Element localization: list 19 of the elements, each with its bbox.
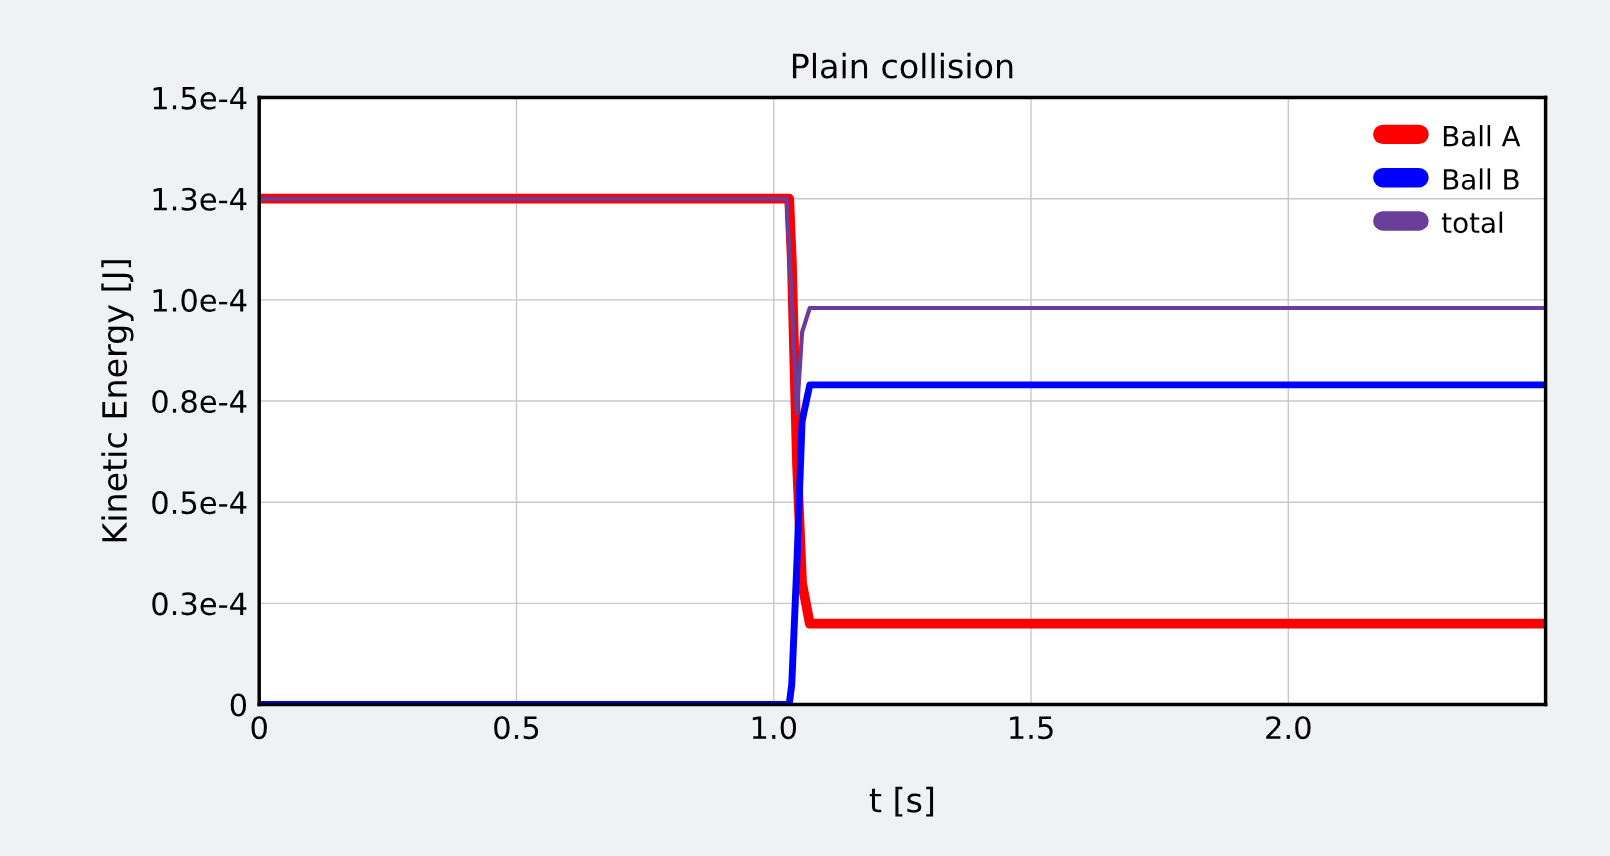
legend-label: Ball A bbox=[1443, 125, 1521, 147]
y-tick-label: 1.3e-4 bbox=[153, 187, 247, 211]
y-tick-label: 1.0e-4 bbox=[153, 288, 247, 312]
x-tick-label: 0.5 bbox=[494, 716, 539, 740]
chart-title: Plain collision bbox=[792, 52, 1013, 79]
y-axis-title: Kinetic Energy [J] bbox=[101, 260, 134, 542]
y-tick-label: 0 bbox=[230, 693, 247, 717]
legend-label: total bbox=[1441, 211, 1503, 234]
x-tick-label: 1.0 bbox=[752, 716, 797, 740]
y-tick-label: 1.5e-4 bbox=[153, 86, 247, 110]
x-axis-title: t [s] bbox=[869, 786, 934, 817]
line-series bbox=[259, 196, 1546, 416]
legend-label: Ball B bbox=[1443, 168, 1519, 190]
y-tick-label: 0.3e-4 bbox=[152, 592, 247, 616]
x-tick-label: 2.0 bbox=[1266, 716, 1311, 740]
x-tick-label: 0 bbox=[251, 716, 267, 740]
y-tick-label: 0.5e-4 bbox=[152, 491, 247, 515]
x-tick-label: 1.5 bbox=[1010, 716, 1053, 740]
y-tick-label: 0.8e-4 bbox=[152, 389, 247, 414]
